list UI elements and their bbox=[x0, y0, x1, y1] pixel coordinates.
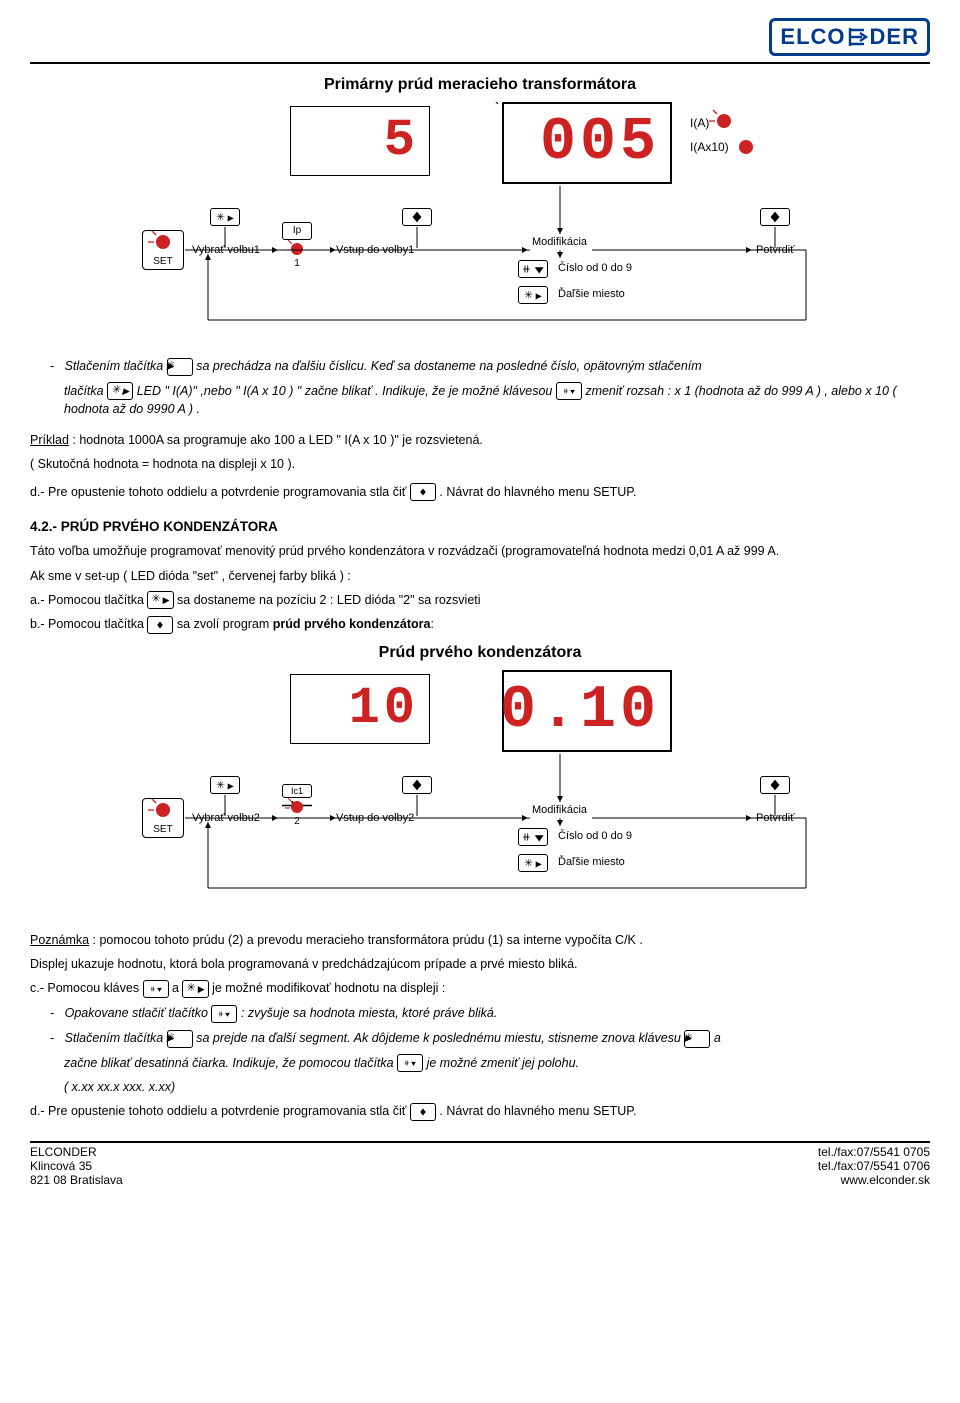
diagram-primary-current: 5 005 I(A) I(Ax10) SET Vybrať volbu1 bbox=[100, 102, 860, 347]
logo-text: ELCO DER bbox=[780, 24, 919, 50]
key-cap-down-f[interactable] bbox=[397, 1054, 423, 1072]
body-text-1: - Stlačením tlačítka ✳▶ sa prechádza na … bbox=[30, 357, 930, 501]
key-star-right-inline[interactable]: ✳▶ bbox=[167, 358, 193, 376]
logo: ELCO DER bbox=[769, 18, 930, 56]
page-footer: ELCONDER Klincová 35 821 08 Bratislava t… bbox=[30, 1145, 930, 1187]
key-cap-down-inline[interactable] bbox=[556, 382, 582, 400]
key-cap-down-c[interactable] bbox=[143, 980, 169, 998]
section42-head: 4.2.- PRÚD PRVÉHO KONDENZÁTORA bbox=[30, 519, 930, 534]
key-star-right-42a[interactable]: ✳▶ bbox=[147, 591, 173, 609]
footer-left: ELCONDER Klincová 35 821 08 Bratislava bbox=[30, 1145, 123, 1187]
body-text-lower: Poznámka : pomocou tohoto prúdu (2) a pr… bbox=[30, 931, 930, 1121]
section1-title: Primárny prúd meracieho transformátora bbox=[30, 76, 930, 94]
page-header: ELCO DER bbox=[30, 18, 930, 64]
body-text-42: Táto voľba umožňuje programovať menovitý… bbox=[30, 542, 930, 634]
key-updown-42b[interactable] bbox=[147, 616, 173, 634]
key-updown-inline[interactable] bbox=[410, 483, 436, 501]
footer-rule bbox=[30, 1141, 930, 1143]
diagram-first-capacitor: 10 0.10 SET Vybrať volbu2 ✳▶ Ic1 2 Vstup… bbox=[100, 670, 860, 915]
key-star-right-e1[interactable]: ✳▶ bbox=[167, 1030, 193, 1048]
key-star-right-inline2[interactable]: ✳▶ bbox=[107, 382, 133, 400]
key-updown-h[interactable] bbox=[410, 1103, 436, 1121]
section2-title: Prúd prvého kondenzátora bbox=[30, 644, 930, 662]
key-star-right-e2[interactable]: ✳▶ bbox=[684, 1030, 710, 1048]
key-cap-down-d[interactable] bbox=[211, 1005, 237, 1023]
key-star-right-c[interactable]: ✳▶ bbox=[182, 980, 208, 998]
footer-right: tel./fax:07/5541 0705 tel./fax:07/5541 0… bbox=[818, 1145, 930, 1187]
